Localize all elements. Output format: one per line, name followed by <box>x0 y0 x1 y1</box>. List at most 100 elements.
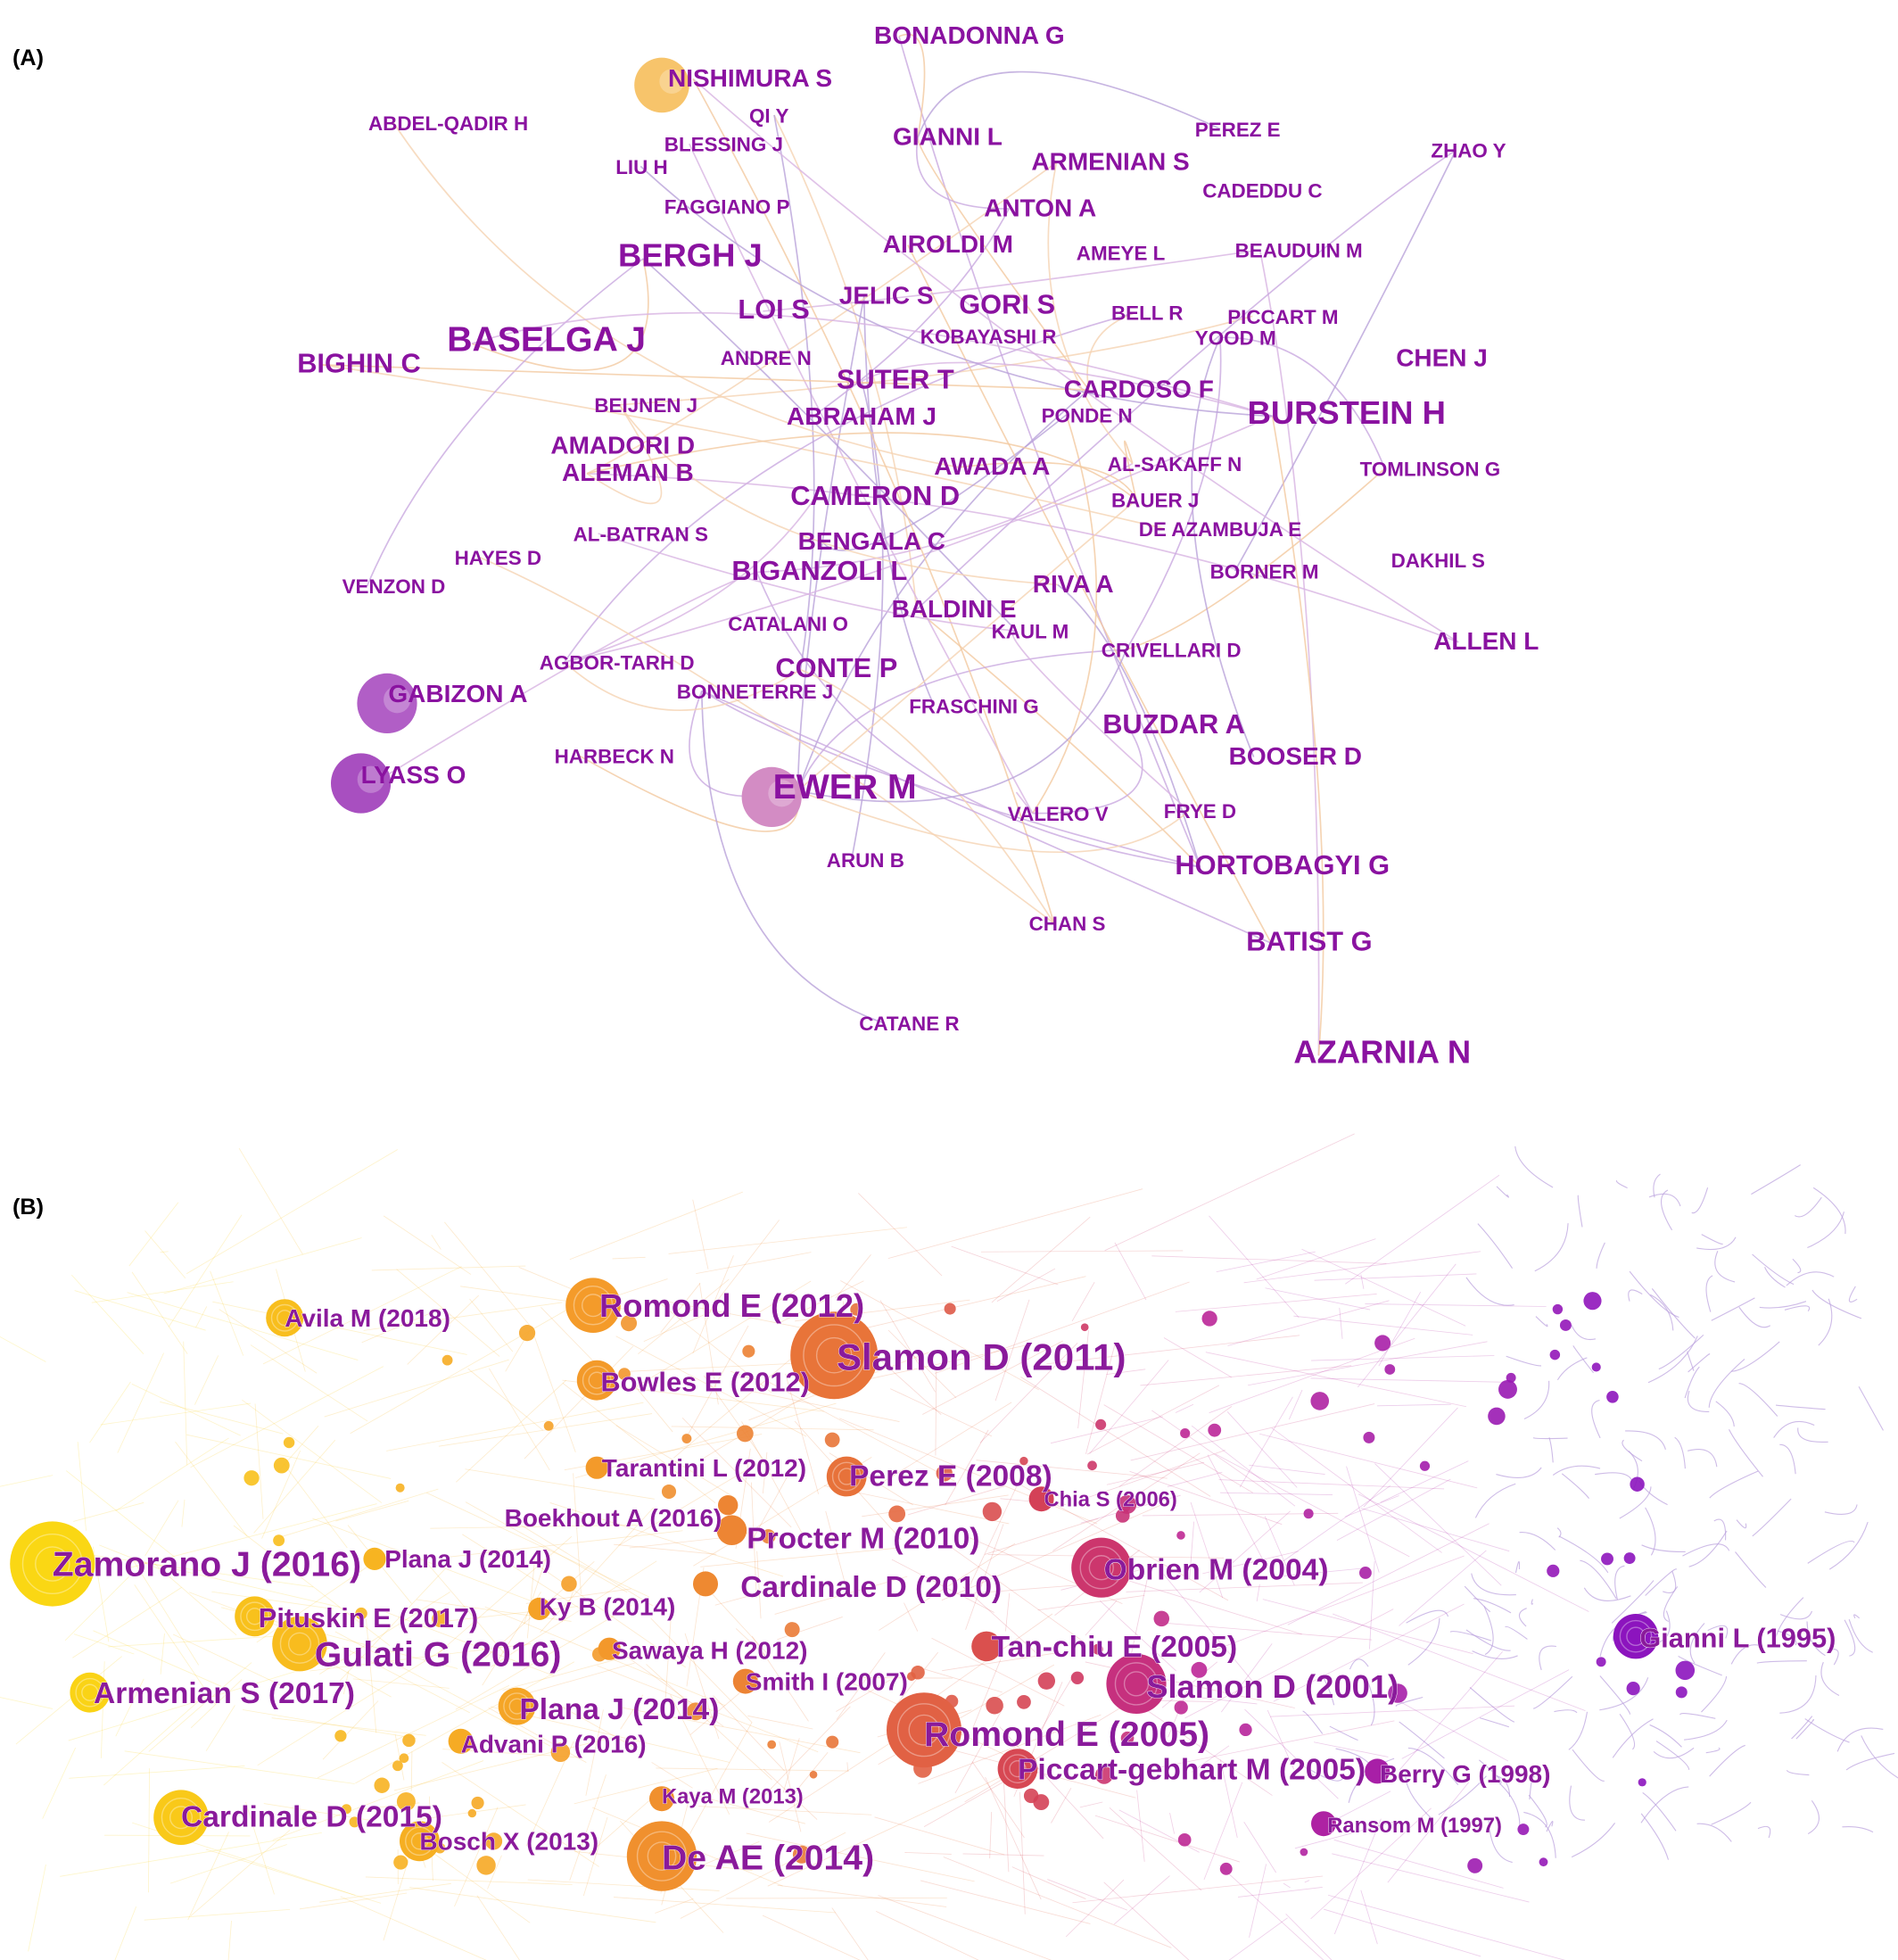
node-dot <box>1591 1362 1601 1372</box>
edge <box>195 1306 208 1328</box>
edge <box>187 1832 229 1921</box>
node-core <box>659 69 685 95</box>
node-label: DE AZAMBUJA E <box>1139 518 1302 541</box>
edge <box>0 1336 46 1362</box>
edge <box>1708 1359 1745 1408</box>
edge <box>1647 1336 1698 1384</box>
edge <box>1311 1355 1495 1361</box>
edge <box>1345 1174 1500 1285</box>
node-ring <box>169 1806 194 1830</box>
edge <box>385 571 757 777</box>
edge <box>696 1252 812 1275</box>
edge <box>253 1439 336 1534</box>
edge <box>73 1633 135 1655</box>
edge <box>1861 1735 1898 1779</box>
node-dot <box>561 1575 577 1592</box>
edge <box>692 1255 734 1354</box>
edge <box>1348 1757 1395 1803</box>
edge <box>1738 1383 1778 1417</box>
edge <box>455 1605 632 1710</box>
edge <box>762 1451 768 1494</box>
edge <box>1219 1759 1238 1839</box>
edge <box>1827 1649 1839 1666</box>
node-dot <box>742 1344 755 1358</box>
edge <box>680 1832 846 1919</box>
edge <box>1595 1472 1633 1482</box>
edge <box>1614 1565 1625 1600</box>
edge <box>918 1714 1102 1784</box>
edge <box>100 1402 252 1426</box>
node-ring <box>908 1714 940 1746</box>
node-label: Bosch X (2013) <box>419 1828 598 1856</box>
node-ring <box>896 1703 952 1757</box>
edge <box>891 1559 994 1613</box>
edge <box>431 1235 441 1250</box>
edge <box>748 1459 797 1546</box>
edge <box>876 1911 979 1960</box>
edge <box>907 244 1272 944</box>
node-dot <box>476 1856 496 1875</box>
node-label: JELIC S <box>839 281 934 309</box>
edge <box>684 1633 720 1740</box>
node-label: ALEMAN B <box>562 459 694 486</box>
edge <box>1689 1623 1705 1664</box>
edge <box>1228 1917 1288 1960</box>
edge <box>205 1848 382 1904</box>
node-label: HORTOBAGYI G <box>1175 849 1390 881</box>
edge <box>74 1290 206 1331</box>
edge <box>1020 1377 1211 1497</box>
edge <box>1256 1584 1260 1602</box>
edge <box>1132 1699 1273 1796</box>
edge <box>153 1563 237 1636</box>
edge <box>1752 1498 1792 1537</box>
edge <box>1201 1697 1258 1705</box>
edge <box>467 1368 544 1431</box>
edge <box>646 1664 772 1781</box>
edge <box>1175 1293 1377 1312</box>
edge <box>219 1309 318 1374</box>
edge <box>211 1591 334 1609</box>
edge <box>1357 1263 1457 1388</box>
edge <box>1572 1749 1605 1782</box>
node-circle <box>718 1495 739 1516</box>
edge <box>1227 1300 1390 1346</box>
node-ring <box>287 1632 312 1656</box>
node-circle <box>1311 1811 1336 1837</box>
edge <box>692 78 1459 643</box>
node-ring <box>276 1310 293 1327</box>
edge <box>698 1806 872 1815</box>
node-dot <box>784 1622 800 1638</box>
edge <box>1848 1618 1873 1653</box>
node-dot <box>1115 1509 1130 1523</box>
edge <box>862 295 935 707</box>
edge <box>1786 1271 1835 1286</box>
node-label: HARBECK N <box>555 746 674 768</box>
node-dot <box>1547 1564 1560 1577</box>
edge <box>66 1470 175 1558</box>
edge <box>1258 250 1320 1056</box>
edge <box>1797 1427 1828 1443</box>
edge <box>1380 1460 1469 1503</box>
edge <box>0 1475 54 1487</box>
edge <box>1106 1461 1205 1485</box>
node-ring <box>573 1285 614 1326</box>
edge <box>730 1370 753 1380</box>
edge <box>1365 1303 1547 1307</box>
edge <box>1591 1400 1601 1439</box>
edge <box>1273 1603 1465 1702</box>
edge <box>1539 1645 1556 1671</box>
edge <box>233 1525 391 1646</box>
edge <box>1496 1780 1521 1827</box>
edge <box>638 1278 730 1354</box>
edge <box>920 1880 1091 1924</box>
node-dot <box>986 1696 1003 1715</box>
node-dot <box>1080 1323 1089 1332</box>
edge <box>785 1373 820 1494</box>
node-circle <box>626 1821 697 1891</box>
node-label: LYASS O <box>361 761 466 789</box>
node-dot <box>1467 1857 1483 1873</box>
panel-label: (B) <box>12 1195 44 1220</box>
node-label: BAUER J <box>1111 490 1199 512</box>
edge <box>586 404 663 505</box>
node-dot <box>1601 1552 1613 1566</box>
